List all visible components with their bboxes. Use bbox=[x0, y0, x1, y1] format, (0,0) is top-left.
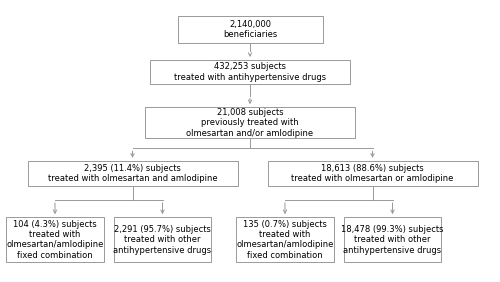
Text: 2,395 (11.4%) subjects
treated with olmesartan and amlodipine: 2,395 (11.4%) subjects treated with olme… bbox=[48, 164, 217, 183]
FancyBboxPatch shape bbox=[145, 107, 355, 138]
FancyBboxPatch shape bbox=[236, 217, 334, 262]
Text: 18,613 (88.6%) subjects
treated with olmesartan or amlodipine: 18,613 (88.6%) subjects treated with olm… bbox=[292, 164, 454, 183]
Text: 2,140,000
beneficiaries: 2,140,000 beneficiaries bbox=[223, 20, 277, 39]
Text: 18,478 (99.3%) subjects
treated with other
antihypertensive drugs: 18,478 (99.3%) subjects treated with oth… bbox=[341, 225, 444, 255]
FancyBboxPatch shape bbox=[28, 161, 238, 186]
Text: 2,291 (95.7%) subjects
treated with other
antihypertensive drugs: 2,291 (95.7%) subjects treated with othe… bbox=[114, 225, 212, 255]
FancyBboxPatch shape bbox=[114, 217, 211, 262]
Text: 432,253 subjects
treated with antihypertensive drugs: 432,253 subjects treated with antihypert… bbox=[174, 62, 326, 81]
FancyBboxPatch shape bbox=[344, 217, 442, 262]
FancyBboxPatch shape bbox=[268, 161, 478, 186]
FancyBboxPatch shape bbox=[178, 16, 322, 43]
Text: 104 (4.3%) subjects
treated with
olmesartan/amlodipine
fixed combination: 104 (4.3%) subjects treated with olmesar… bbox=[6, 220, 103, 260]
FancyBboxPatch shape bbox=[6, 217, 104, 262]
FancyBboxPatch shape bbox=[150, 60, 350, 84]
Text: 21,008 subjects
previously treated with
olmesartan and/or amlodipine: 21,008 subjects previously treated with … bbox=[186, 108, 314, 138]
Text: 135 (0.7%) subjects
treated with
olmesartan/amlodipine
fixed combination: 135 (0.7%) subjects treated with olmesar… bbox=[236, 220, 334, 260]
